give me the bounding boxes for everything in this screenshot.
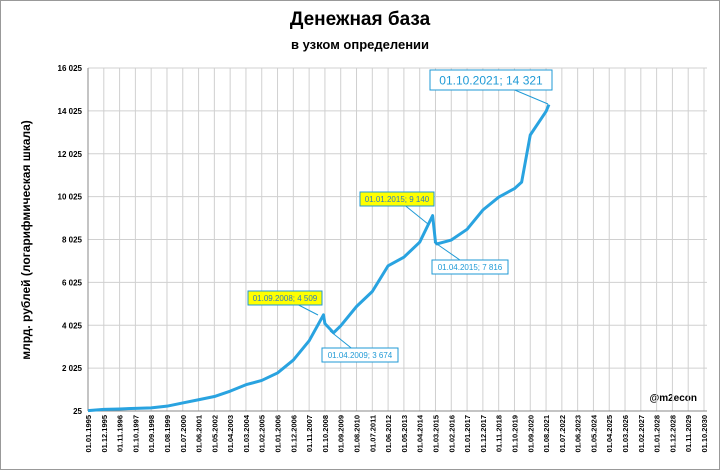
x-tick-label: 01.05.2013 <box>400 415 409 453</box>
x-tick-label: 01.11.1996 <box>116 415 125 452</box>
x-tick-label: 01.10.1997 <box>131 415 140 453</box>
y-tick-label: 12 025 <box>58 150 83 159</box>
x-tick-label: 01.04.2025 <box>605 415 614 453</box>
x-tick-label: 01.09.2009 <box>337 415 346 453</box>
x-tick-label: 01.07.2011 <box>368 415 377 452</box>
x-tick-label: 01.03.2026 <box>621 415 630 453</box>
y-axis-label: млрд. рублей (логарифмическая шкала) <box>19 120 33 360</box>
annotation: 01.09.2008; 4 509 <box>247 290 323 316</box>
y-tick-label: 25 <box>73 407 82 416</box>
x-tick-label: 01.12.2017 <box>479 415 488 453</box>
annotation-box <box>431 259 509 275</box>
x-tick-label: 01.10.2008 <box>321 415 330 453</box>
x-tick-label: 01.05.2024 <box>589 414 598 452</box>
x-tick-label: 01.09.1998 <box>147 415 156 453</box>
chart-subtitle: в узком определении <box>291 37 429 52</box>
x-tick-label: 01.08.2010 <box>353 415 362 453</box>
annotation-box <box>247 290 323 306</box>
x-tick-label: 01.03.2004 <box>242 414 251 452</box>
x-tick-label: 01.08.1999 <box>163 415 172 453</box>
x-tick-label: 01.01.1995 <box>84 415 93 453</box>
x-tick-label: 01.04.2003 <box>226 415 235 453</box>
x-tick-label: 01.03.2015 <box>431 415 440 453</box>
y-tick-label: 4 025 <box>62 321 83 330</box>
y-tick-label: 2 025 <box>62 364 83 373</box>
x-tick-label: 01.05.2002 <box>210 415 219 453</box>
credit: @m2econ <box>649 393 697 404</box>
x-tick-label: 01.06.2023 <box>574 415 583 453</box>
x-tick-label: 01.12.2028 <box>668 415 677 453</box>
annotation-text: 01.09.2008; 4 509 <box>253 294 318 303</box>
x-tick-label: 01.08.2021 <box>542 415 551 453</box>
x-tick-label: 01.01.2006 <box>274 415 283 453</box>
annotation: 01.04.2009; 3 674 <box>321 330 399 363</box>
annotation-box <box>321 347 399 363</box>
x-tick-label: 01.10.2019 <box>510 415 519 453</box>
x-tick-label: 01.06.2012 <box>384 415 393 453</box>
x-tick-label: 01.02.2027 <box>637 415 646 453</box>
x-tick-label: 01.11.2018 <box>495 415 504 452</box>
annotation-text: 01.04.2009; 3 674 <box>328 351 393 360</box>
y-tick-label: 14 025 <box>58 107 83 116</box>
annotation-text: 01.04.2015; 7 816 <box>438 263 503 272</box>
annotation: 01.01.2015; 9 140 <box>359 191 435 225</box>
x-tick-label: 01.07.2000 <box>179 415 188 453</box>
x-tick-label: 01.10.2030 <box>700 415 709 453</box>
x-tick-label: 01.11.2007 <box>305 415 314 452</box>
y-tick-label: 10 025 <box>58 193 83 202</box>
x-tick-label: 01.02.2005 <box>258 415 267 453</box>
x-tick-label: 01.01.2017 <box>463 415 472 453</box>
x-tick-label: 01.06.2001 <box>195 415 204 453</box>
annotation-text: 01.01.2015; 9 140 <box>365 195 430 204</box>
y-tick-label: 16 025 <box>58 64 83 73</box>
x-tick-label: 01.12.1995 <box>100 415 109 453</box>
annotation: 01.04.2015; 7 816 <box>431 241 509 275</box>
y-tick-label: 8 025 <box>62 236 83 245</box>
x-tick-label: 01.07.2022 <box>558 415 567 453</box>
annotation-box <box>429 69 553 91</box>
x-tick-label: 01.12.2006 <box>289 415 298 453</box>
data-line <box>87 103 551 413</box>
y-tick-label: 6 025 <box>62 278 83 287</box>
x-tick-label: 01.02.2016 <box>447 415 456 453</box>
annotation-box <box>359 191 435 207</box>
chart-title: Денежная база <box>290 9 431 30</box>
x-tick-label: 01.11.2029 <box>684 415 693 452</box>
annotation-text: 01.10.2021; 14 321 <box>439 73 543 87</box>
x-tick-label: 01.01.2028 <box>653 415 662 453</box>
annotation: 01.10.2021; 14 321 <box>429 69 553 105</box>
x-tick-label: 01.09.2020 <box>526 415 535 453</box>
x-tick-label: 01.04.2014 <box>416 414 425 452</box>
